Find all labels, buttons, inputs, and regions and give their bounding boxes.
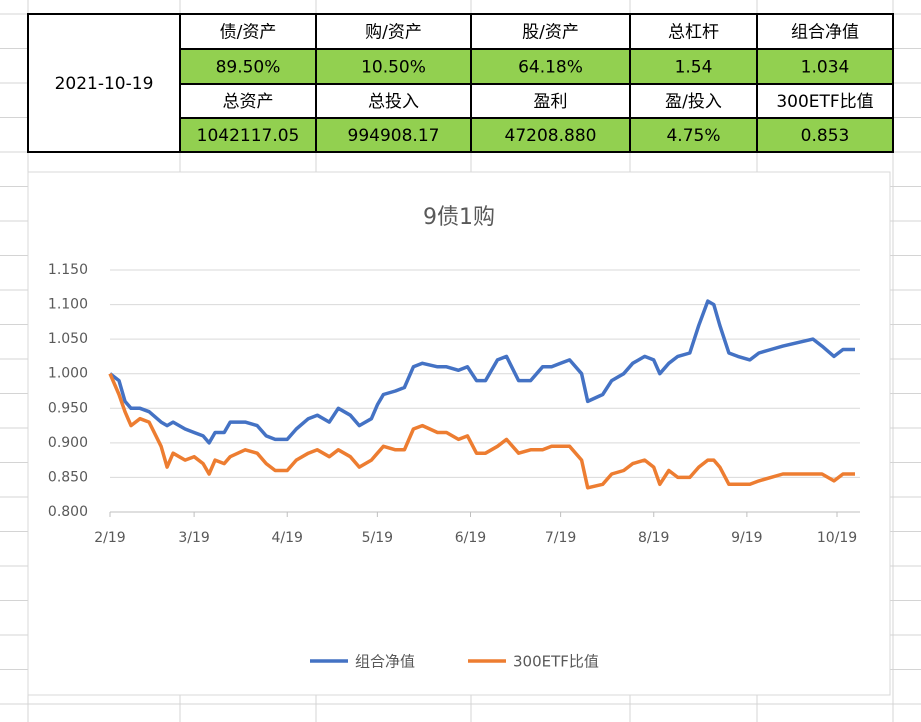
cell-text: 10.50% [361,58,426,78]
cell [470,83,631,119]
cell-text: 总杠杆 [668,23,719,43]
cell [756,83,894,119]
cell-text: 1.034 [801,58,850,78]
chart-title: 9债1购 [423,205,495,230]
cell [756,48,894,85]
cell-text: 89.50% [216,58,281,78]
cell-text: 4.75% [666,126,720,146]
x-tick-label: 2/19 [94,530,125,546]
cell-text: 总资产 [223,92,274,112]
cell-text: 1.54 [675,58,713,78]
cell-text: 64.18% [518,58,583,78]
y-tick-label: 1.000 [48,366,88,382]
y-tick-label: 0.900 [48,435,88,451]
x-tick-label: 9/19 [731,530,762,546]
y-tick-label: 0.850 [48,469,88,485]
cell-text: 债/资产 [220,23,277,43]
legend-label: 300ETF比值 [513,653,599,671]
cell-text: 994908.17 [348,126,440,146]
cell-text: 300ETF比值 [776,92,873,112]
x-tick-label: 5/19 [362,530,393,546]
y-tick-label: 1.100 [48,297,88,313]
cell-text: 盈利 [534,92,568,112]
x-tick-label: 8/19 [638,530,669,546]
cell-text: 1042117.05 [197,126,300,146]
y-tick-label: 0.800 [48,504,88,520]
cell-text: 47208.880 [505,126,597,146]
y-tick-label: 1.050 [48,331,88,347]
y-tick-label: 1.150 [48,262,88,278]
cell [179,117,317,153]
cell [315,48,472,85]
cell [629,83,758,119]
cell [756,117,894,153]
legend-label: 组合净值 [355,653,415,671]
x-tick-label: 4/19 [272,530,303,546]
cell-text: 总投入 [368,92,419,112]
cell-text: 购/资产 [365,23,422,43]
line-series [108,299,855,445]
x-tick-label: 6/19 [455,530,486,546]
x-tick-label: 3/19 [178,530,209,546]
summary-table: 2021-10-19 债/资产 购/资产 股/资产 总杠杆 组合净值 89.50% 10.50… [27,13,894,153]
y-tick-label: 0.950 [48,400,88,416]
cell-text: 股/资产 [522,23,579,43]
cell-text: 0.853 [801,126,850,146]
line-series [108,373,855,490]
plot: 0.800 0.850 0.900 0.950 1.000 1.050 1.100 1.150… [48,262,860,671]
chart-area [27,171,891,696]
cell [629,117,758,153]
cell-text: 盈/投入 [665,92,722,112]
cell-text: 组合净值 [791,23,859,43]
x-tick-label: 7/19 [545,530,576,546]
date-text: 2021-10-19 [55,74,154,94]
cell [470,48,631,85]
date-cell [27,13,181,153]
cell [315,117,472,153]
x-tick-label: 10/19 [817,530,857,546]
